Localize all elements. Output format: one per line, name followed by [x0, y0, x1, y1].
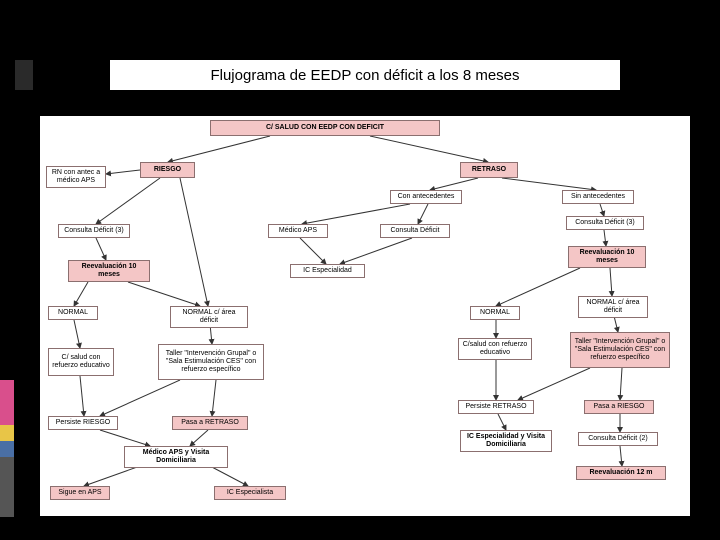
edge-retraso-conant	[430, 178, 478, 190]
edge-taller1-pasaret	[212, 380, 216, 416]
node-sigueaps: Sigue en APS	[50, 486, 110, 500]
edge-taller1-persriesgo	[100, 380, 180, 416]
side-accent-pink	[0, 380, 14, 425]
edge-taller2-persret	[518, 368, 590, 400]
node-consdef3: Consulta Déficit (3)	[566, 216, 644, 230]
node-taller1: Taller "Intervención Grupal" o "Sala Est…	[158, 344, 264, 380]
node-pasaret: Pasa a RETRASO	[172, 416, 248, 430]
node-persret: Persiste RETRASO	[458, 400, 534, 414]
node-consdef2: Consulta Déficit	[380, 224, 450, 238]
node-consdef1: Consulta Déficit (3)	[58, 224, 130, 238]
node-reev10b: Reevaluación 10 meses	[568, 246, 646, 268]
edge-persriesgo-medvisita	[100, 430, 150, 446]
title-accent	[15, 60, 33, 90]
edge-riesgo-normalarea1	[180, 178, 208, 306]
side-accent-blue	[0, 441, 14, 457]
node-consdef4: Consulta Déficit (2)	[578, 432, 658, 446]
node-normalarea2: NORMAL c/ área déficit	[578, 296, 648, 318]
edge-pasaret-medvisita	[190, 430, 208, 446]
edge-sinant-consdef3	[600, 204, 604, 216]
flowchart-canvas: C/ SALUD CON EEDP CON DEFICIT RIESGO RETRA…	[40, 116, 690, 516]
node-taller2: Taller "Intervención Grupal" o "Sala Est…	[570, 332, 670, 368]
node-icesp1: IC Especialidad	[290, 264, 365, 278]
node-normal1: NORMAL	[48, 306, 98, 320]
edge-root-riesgo	[168, 136, 270, 162]
node-retraso: RETRASO	[460, 162, 518, 178]
edge-consdef3-reev10b	[604, 230, 606, 246]
edge-normal1-csalud1	[74, 320, 80, 348]
node-root: C/ SALUD CON EEDP CON DEFICIT	[210, 120, 440, 136]
edge-consdef1-reev10a	[96, 238, 106, 260]
edge-medaps1-icesp1	[300, 238, 326, 264]
node-medaps1: Médico APS	[268, 224, 328, 238]
edge-reev10b-normalarea2	[610, 268, 612, 296]
edge-conant-medaps1	[302, 204, 410, 224]
node-csalud2: C/salud con refuerzo educativo	[458, 338, 532, 360]
edge-conant-consdef2	[418, 204, 428, 224]
edge-medvisita-sigueaps	[84, 466, 140, 486]
edge-root-retraso	[370, 136, 488, 162]
edge-retraso-sinant	[502, 178, 596, 190]
node-riesgo: RIESGO	[140, 162, 195, 178]
node-reev12: Reevaluación 12 m	[576, 466, 666, 480]
edge-riesgo-rn	[106, 170, 140, 174]
edge-medvisita-icesp2	[210, 466, 248, 486]
node-reev10a: Reevaluación 10 meses	[68, 260, 150, 282]
title-text: Flujograma de EEDP con déficit a los 8 m…	[210, 67, 519, 84]
side-accent-gray	[0, 457, 14, 517]
node-csalud1: C/ salud con refuerzo educativo	[48, 348, 114, 376]
edge-normalarea2-taller2	[614, 316, 618, 332]
node-pasarie: Pasa a RIESGO	[584, 400, 654, 414]
side-accent-yellow	[0, 425, 14, 441]
edge-consdef4-reev12	[620, 446, 622, 466]
edge-reev10a-normalarea1	[128, 282, 200, 306]
node-medvisita: Médico APS y Visita Domiciliaria	[124, 446, 228, 468]
edge-taller2-pasarie	[620, 368, 622, 400]
node-normalarea1: NORMAL c/ área déficit	[170, 306, 248, 328]
node-rn: RN con antec a médico APS	[46, 166, 106, 188]
node-persriesgo: Persiste RIESGO	[48, 416, 118, 430]
node-sinant: Sin antecedentes	[562, 190, 634, 204]
edge-csalud1-persriesgo	[80, 376, 84, 416]
node-icespvd: IC Especialidad y Visita Domiciliaria	[460, 430, 552, 452]
node-conant: Con antecedentes	[390, 190, 462, 204]
node-normal2: NORMAL	[470, 306, 520, 320]
edge-reev10b-normal2	[496, 268, 580, 306]
edge-consdef2-icesp1	[340, 238, 412, 264]
edge-persret-icespvd	[498, 414, 506, 430]
page-title: Flujograma de EEDP con déficit a los 8 m…	[110, 60, 620, 90]
node-icesp2: IC Especialista	[214, 486, 286, 500]
edge-reev10a-normal1	[74, 282, 88, 306]
